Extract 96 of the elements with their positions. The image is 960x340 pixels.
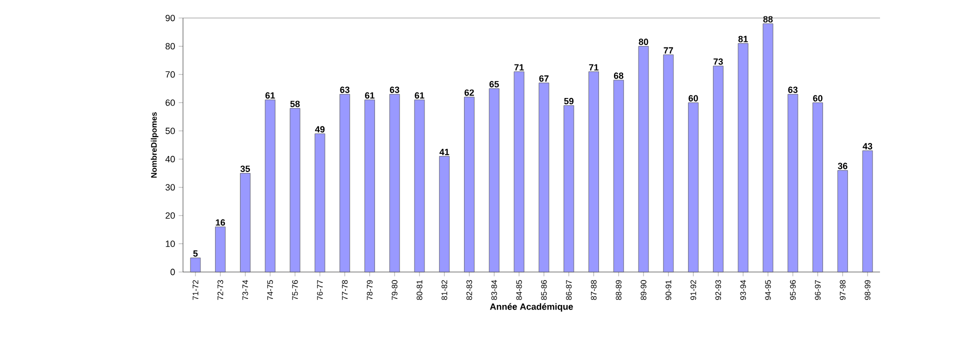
y-tick-label: 80: [166, 43, 175, 50]
data-label: 59: [564, 98, 574, 104]
y-tick-label: 40: [165, 156, 175, 162]
x-tick-label: 74-75: [267, 280, 273, 300]
x-tick-label: 79-80: [392, 280, 398, 300]
bar: [488, 88, 500, 272]
bar: [688, 102, 699, 272]
bar: [290, 108, 300, 272]
bar: [837, 170, 848, 272]
bar: [439, 156, 450, 272]
data-label: 71: [589, 64, 598, 70]
data-label: 61: [365, 92, 374, 99]
y-tick-label: 90: [166, 14, 175, 22]
y-tick-label: 0: [170, 268, 175, 276]
x-tick-label: 71-72: [192, 280, 198, 300]
x-tick-label: 87-88: [590, 280, 597, 300]
y-tick-label: 50: [166, 128, 175, 134]
x-tick-label: 81-82: [442, 280, 448, 300]
bar: [538, 82, 550, 272]
data-label: 60: [688, 95, 698, 102]
x-tick-label: 94-95: [765, 280, 771, 300]
y-tick-label: 20: [166, 212, 175, 219]
y-tick-label: 70: [166, 71, 175, 78]
x-tick-label: 76-77: [317, 280, 323, 300]
bar: [564, 105, 574, 272]
data-label: 60: [813, 95, 822, 102]
x-tick-label: 86-87: [566, 280, 572, 300]
bar: [314, 134, 326, 272]
bar: [464, 96, 474, 272]
x-tick-label: 84-85: [516, 280, 522, 300]
x-tick-label: 91-92: [690, 280, 696, 300]
bar: [264, 100, 276, 272]
data-label: 61: [265, 92, 275, 99]
data-label: 16: [216, 219, 226, 226]
data-label: 49: [315, 126, 325, 133]
data-label: 61: [414, 92, 424, 99]
x-tick-label: 95-96: [790, 280, 796, 300]
data-label: 62: [464, 89, 474, 96]
x-tick-label: 77-78: [342, 280, 348, 300]
x-tick-label: 92-93: [715, 280, 722, 300]
bar: [788, 94, 798, 272]
data-label: 63: [788, 86, 798, 93]
bar: [762, 23, 774, 272]
data-label: 88: [763, 16, 773, 22]
bar: [663, 54, 674, 272]
x-tick-label: 73-74: [242, 280, 248, 300]
bar: [190, 258, 201, 272]
bar: [364, 100, 375, 272]
data-label: 41: [440, 148, 450, 156]
y-tick-label: 10: [166, 240, 175, 247]
y-tick-label: 30: [166, 184, 175, 191]
bar: [389, 94, 400, 272]
y-tick-label: 60: [166, 99, 175, 106]
data-label: 71: [514, 64, 524, 70]
x-tick-label: 83-84: [491, 280, 497, 300]
data-label: 43: [862, 143, 872, 150]
bar: [638, 46, 649, 272]
bar: [613, 80, 624, 272]
bar: [514, 71, 524, 272]
data-label: 67: [539, 75, 549, 82]
x-tick-label: 85-86: [541, 280, 547, 300]
x-tick-label: 98-99: [864, 280, 870, 300]
data-label: 81: [738, 36, 748, 42]
data-label: 63: [390, 86, 400, 93]
x-tick-label: 89-90: [640, 280, 646, 300]
x-tick-label: 78-79: [366, 280, 373, 300]
data-label: 58: [290, 100, 300, 108]
x-tick-label: 75-76: [292, 280, 298, 300]
bar: [588, 71, 599, 272]
data-label: 77: [664, 47, 674, 54]
data-label: 68: [614, 72, 624, 79]
bar: [738, 43, 748, 272]
x-tick-label: 90-91: [666, 280, 672, 300]
data-label: 65: [489, 80, 499, 88]
x-tick-label: 80-81: [416, 280, 422, 300]
data-label: 63: [340, 86, 350, 93]
x-tick-label: 97-98: [840, 280, 846, 300]
x-tick-label: 96-97: [814, 280, 821, 300]
bar: [340, 94, 350, 272]
data-label: 36: [838, 162, 848, 170]
bar: [862, 150, 873, 272]
bar: [414, 100, 425, 272]
x-axis-title: Année Académique: [490, 303, 573, 312]
x-tick-label: 72-73: [218, 280, 224, 300]
data-label: 5: [193, 250, 198, 257]
x-tick-label: 88-89: [616, 280, 622, 300]
bar: [240, 173, 250, 272]
bar: [812, 102, 823, 272]
data-label: 80: [638, 38, 648, 46]
y-axis-title: NombreDilpomes: [150, 112, 158, 178]
data-label: 35: [240, 166, 250, 172]
data-label: 73: [714, 58, 723, 65]
bar: [713, 66, 724, 272]
x-tick-label: 93-94: [740, 280, 746, 300]
bar: [215, 226, 226, 272]
x-tick-label: 82-83: [466, 280, 472, 300]
